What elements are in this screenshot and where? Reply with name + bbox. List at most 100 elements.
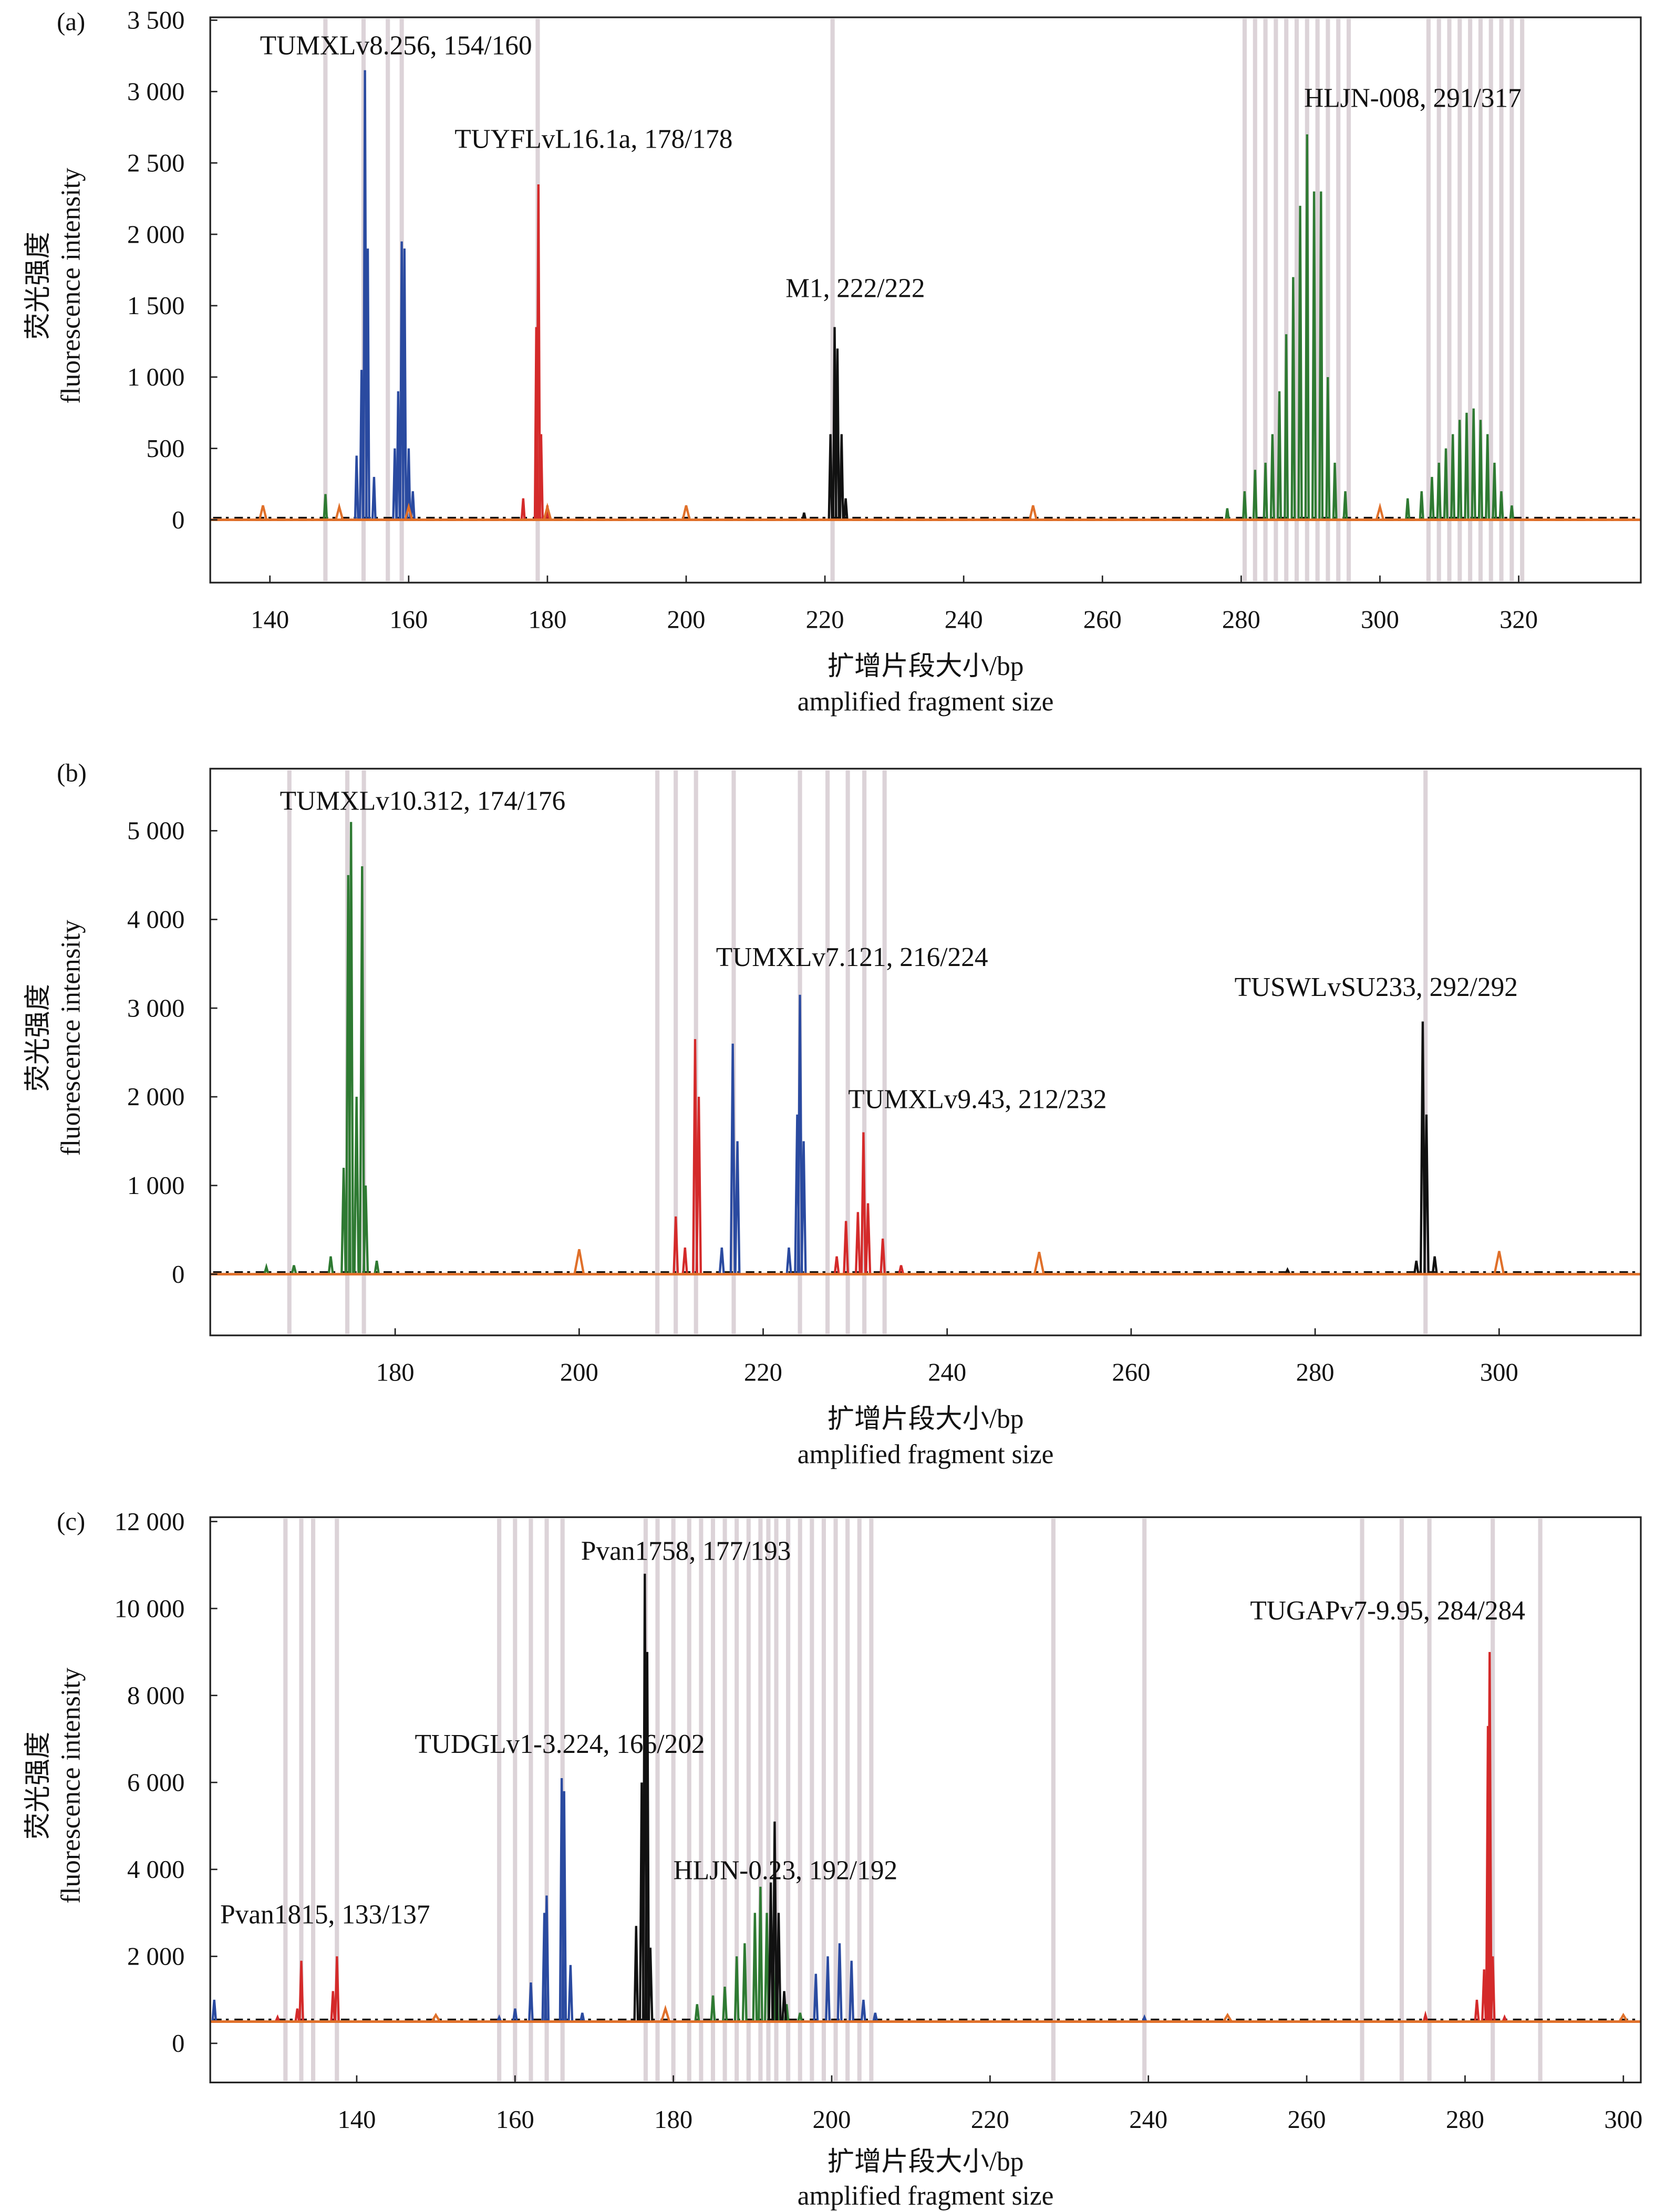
plot-frame bbox=[209, 1516, 1642, 2084]
peak-blue bbox=[797, 994, 803, 1274]
peak-blue bbox=[729, 1043, 736, 1274]
y-axis-label-en: fluorescence intensity bbox=[56, 920, 86, 1156]
y-tick-label: 10 000 bbox=[115, 1594, 185, 1623]
peak-red bbox=[1422, 2010, 1429, 2022]
peak-orange bbox=[1222, 2012, 1233, 2022]
x-axis-label-en: amplified fragment size bbox=[798, 687, 1054, 716]
x-axis-label-cn: 扩增片段大小/bp bbox=[828, 1404, 1024, 1434]
peak-orange bbox=[1618, 2012, 1629, 2022]
peak-red bbox=[1474, 1999, 1480, 2022]
peak-green bbox=[1311, 191, 1317, 520]
peak-green bbox=[733, 1956, 740, 2022]
peak-black bbox=[1423, 1114, 1430, 1274]
peak-orange bbox=[404, 502, 413, 521]
x-tick-label: 280 bbox=[1446, 2105, 1484, 2134]
peak-annotation: TUYFLvL16.1a, 178/178 bbox=[454, 124, 732, 154]
peak-green bbox=[710, 1995, 716, 2022]
peak-red bbox=[535, 184, 541, 520]
y-tick-label: 3 000 bbox=[127, 78, 184, 106]
peak-black bbox=[1419, 1021, 1426, 1274]
peak-annotation: HLJN-008, 291/317 bbox=[1304, 83, 1522, 113]
peak-blue bbox=[800, 1141, 807, 1274]
peak-green bbox=[1297, 205, 1303, 520]
peak-red bbox=[1486, 1652, 1493, 2022]
panel-label: (c) bbox=[57, 1508, 85, 1536]
peak-blue bbox=[567, 1965, 574, 2022]
x-axis-label-cn: 扩增片段大小/bp bbox=[828, 651, 1024, 681]
peak-red bbox=[673, 1216, 679, 1274]
y-tick-label: 0 bbox=[172, 2029, 184, 2058]
peak-orange bbox=[258, 505, 268, 521]
peak-green bbox=[741, 1943, 748, 2022]
peak-red bbox=[880, 1238, 886, 1274]
x-axis-label-cn: 扩增片段大小/bp bbox=[828, 2147, 1024, 2177]
y-tick-label: 8 000 bbox=[127, 1681, 184, 1710]
y-tick-label: 2 000 bbox=[127, 220, 184, 248]
peak-green bbox=[1242, 491, 1247, 520]
y-tick-label: 3 000 bbox=[127, 994, 184, 1022]
peak-blue bbox=[544, 1895, 550, 2022]
peak-red bbox=[681, 1247, 688, 1274]
y-axis-label-cn: 荧光强度 bbox=[23, 984, 53, 1092]
peak-red bbox=[274, 2014, 281, 2022]
peak-blue bbox=[734, 1141, 741, 1274]
peak-orange bbox=[573, 1249, 585, 1275]
peak-black bbox=[775, 1913, 782, 2022]
peak-annotation: TUMXLv8.256, 154/160 bbox=[260, 30, 532, 60]
peak-green bbox=[1509, 505, 1515, 520]
peak-annotation: M1, 222/222 bbox=[785, 274, 925, 304]
peak-blue bbox=[365, 248, 370, 520]
peak-green bbox=[1429, 476, 1435, 520]
peak-black bbox=[801, 512, 807, 521]
peak-green bbox=[1318, 191, 1324, 520]
y-tick-label: 6 000 bbox=[127, 1768, 184, 1796]
y-tick-label: 500 bbox=[147, 434, 185, 463]
peak-orange bbox=[335, 502, 344, 521]
peak-green bbox=[1276, 391, 1282, 520]
peak-red bbox=[539, 434, 544, 520]
peak-blue bbox=[512, 2008, 518, 2022]
x-axis-label-en: amplified fragment size bbox=[798, 1440, 1054, 1470]
peak-blue bbox=[354, 455, 359, 520]
peak-blue bbox=[371, 476, 377, 520]
y-tick-label: 4 000 bbox=[127, 906, 184, 934]
peak-green bbox=[327, 1256, 334, 1274]
peak-orange bbox=[543, 502, 552, 521]
panel-c: 140 160 180 200 220 240 260 280 300 0 2 000 4 000 6 … bbox=[23, 1508, 1642, 2211]
peak-red bbox=[1502, 2014, 1508, 2022]
peak-annotation: HLJN-0.23, 192/192 bbox=[674, 1856, 898, 1886]
x-tick-label: 180 bbox=[654, 2105, 692, 2134]
peak-blue bbox=[1141, 2014, 1147, 2022]
peak-green bbox=[323, 494, 328, 520]
y-tick-label: 2 500 bbox=[127, 149, 184, 177]
peak-orange bbox=[431, 2012, 441, 2022]
peak-green bbox=[1492, 462, 1497, 520]
y-axis-label-cn: 荧光强度 bbox=[23, 1732, 53, 1840]
y-tick-label: 5 000 bbox=[127, 817, 184, 845]
peak-blue bbox=[718, 1247, 725, 1274]
peak-green bbox=[340, 1168, 347, 1274]
peak-green bbox=[1405, 498, 1411, 520]
peak-red bbox=[1490, 1956, 1496, 2022]
peak-green bbox=[263, 1263, 270, 1275]
peak-annotation: TUDGLv1-3.224, 166/202 bbox=[415, 1729, 705, 1759]
y-axis-label-en: fluorescence intensity bbox=[56, 168, 86, 404]
x-tick-label: 260 bbox=[1288, 2105, 1326, 2134]
plot-frame bbox=[209, 767, 1642, 1336]
panel-label: (a) bbox=[57, 7, 85, 36]
peak-green bbox=[348, 822, 355, 1274]
x-tick-label: 160 bbox=[389, 606, 428, 634]
y-tick-label: 1 000 bbox=[127, 363, 184, 391]
peak-red bbox=[298, 1960, 304, 2022]
peak-orange bbox=[660, 2005, 671, 2022]
peak-annotation: TUSWLvSU233, 292/292 bbox=[1235, 972, 1518, 1002]
peak-red bbox=[520, 498, 526, 520]
peak-blue bbox=[401, 248, 407, 520]
peak-green bbox=[1290, 277, 1296, 520]
peak-blue bbox=[561, 1791, 567, 2022]
x-tick-label: 280 bbox=[1296, 1358, 1335, 1387]
y-tick-label: 12 000 bbox=[115, 1508, 185, 1536]
peak-blue bbox=[860, 1999, 866, 2022]
y-tick-label: 0 bbox=[172, 506, 184, 534]
